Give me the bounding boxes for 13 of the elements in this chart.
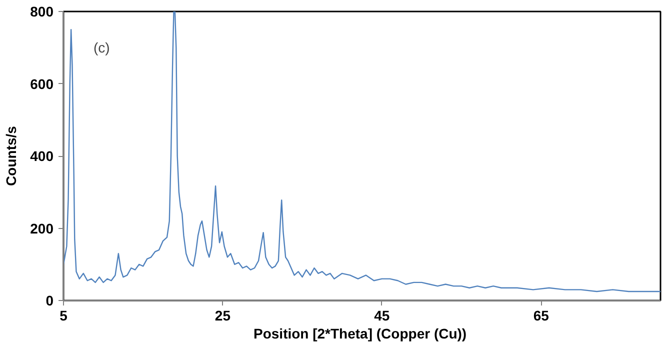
x-tick-label: 45 [374,308,390,324]
line-series [64,12,660,292]
x-axis-title: Position [2*Theta] (Copper (Cu)) [254,326,467,342]
y-tick-label: 0 [46,292,54,308]
y-tick-label: 200 [30,220,54,236]
x-tick-label: 65 [533,308,550,324]
x-tick-label: 25 [214,308,231,324]
annotation: (c) [94,40,110,56]
y-axis-title: Counts/s [3,126,20,186]
y-tick-label: 600 [30,76,54,92]
y-tick-label: 400 [30,148,54,164]
x-tick-label: 5 [60,308,68,324]
y-tick-label: 800 [30,4,54,20]
